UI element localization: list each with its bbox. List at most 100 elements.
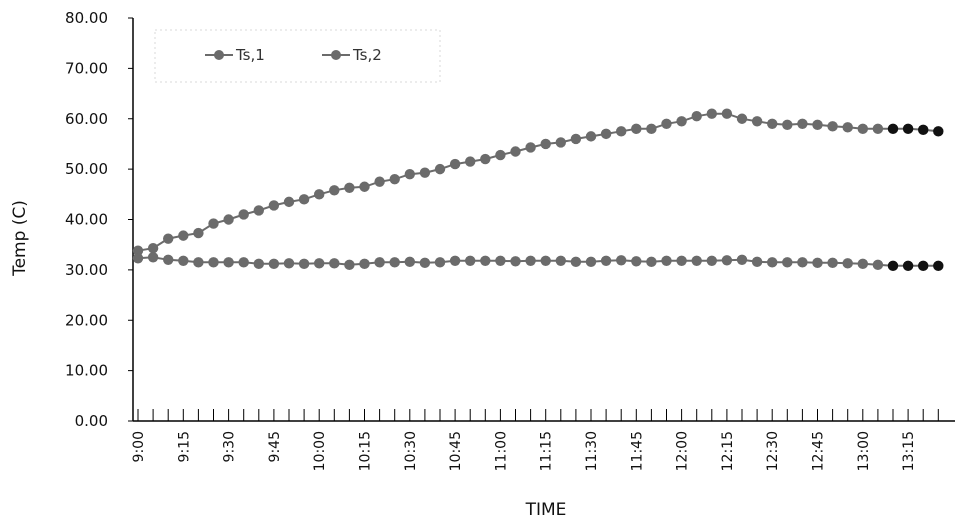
y-tick-label: 50.00 bbox=[65, 160, 108, 178]
series-1-point bbox=[646, 123, 657, 135]
series-1-point bbox=[465, 156, 476, 167]
series-2-point bbox=[782, 257, 793, 268]
series-1-point bbox=[797, 118, 808, 129]
series-1-point bbox=[208, 218, 219, 229]
series-2-point bbox=[268, 258, 280, 270]
series-2-point bbox=[600, 255, 612, 267]
series-2-point bbox=[359, 258, 370, 270]
series-2-point bbox=[178, 255, 189, 267]
series-2-point bbox=[132, 253, 144, 264]
x-tick-label: 10:45 bbox=[448, 431, 464, 471]
x-tick-label: 12:30 bbox=[765, 431, 781, 471]
series-1-point bbox=[283, 196, 295, 208]
series-1-point bbox=[570, 133, 582, 145]
y-tick-label: 30.00 bbox=[65, 261, 108, 279]
series-2-point bbox=[238, 257, 249, 268]
series-1-point bbox=[902, 123, 914, 135]
legend-ts1-label: Ts,1 bbox=[235, 46, 265, 64]
series-2-point bbox=[842, 258, 853, 269]
series-1-point bbox=[827, 121, 838, 132]
series-2-point bbox=[585, 256, 597, 268]
series-1-point bbox=[887, 123, 899, 135]
series-1-point bbox=[132, 245, 144, 256]
series-2-point bbox=[631, 256, 642, 267]
series-1-point bbox=[434, 163, 446, 175]
series-1-point bbox=[842, 122, 853, 133]
series-2-point bbox=[827, 257, 838, 269]
series-1-point bbox=[736, 113, 748, 124]
x-tick-label: 11:00 bbox=[493, 431, 509, 471]
x-tick-label: 9:45 bbox=[267, 431, 283, 462]
y-tick-label: 40.00 bbox=[65, 211, 108, 229]
series-1-point bbox=[631, 123, 642, 135]
series-2-point bbox=[223, 257, 234, 268]
series-2-point bbox=[616, 255, 627, 266]
series-1-point bbox=[178, 230, 189, 241]
series-2-point bbox=[208, 257, 219, 268]
series-2-point bbox=[253, 258, 264, 270]
series-1-point bbox=[585, 131, 597, 142]
series-line-1 bbox=[137, 112, 939, 252]
legend-box bbox=[154, 29, 441, 83]
series-2-point bbox=[314, 258, 325, 269]
x-tick-label: 9:00 bbox=[131, 431, 147, 462]
y-tick-label: 10.00 bbox=[65, 362, 108, 380]
x-tick-label: 11:45 bbox=[629, 431, 645, 471]
series-2-point bbox=[812, 257, 823, 269]
series-2-point bbox=[344, 259, 355, 271]
series-2-point bbox=[495, 255, 506, 267]
series-1-point bbox=[298, 194, 310, 205]
series-2-point bbox=[751, 256, 763, 268]
series-2-point bbox=[283, 258, 295, 269]
series-2-point bbox=[147, 252, 159, 263]
series-layer bbox=[132, 108, 944, 272]
series-1-point bbox=[344, 182, 355, 193]
series-1-point bbox=[449, 158, 461, 170]
series-1-point bbox=[600, 128, 612, 140]
series-1-point bbox=[767, 118, 778, 129]
y-tick-label: 70.00 bbox=[65, 59, 108, 77]
series-2-point bbox=[540, 255, 551, 267]
x-tick-label: 9:15 bbox=[176, 431, 192, 462]
y-axis-ticks: 0.00 10.00 20.00 30.00 40.00 50.00 60.00 70.00 8… bbox=[65, 9, 133, 430]
x-tick-label: 11:15 bbox=[539, 431, 555, 471]
series-1-point bbox=[676, 116, 687, 127]
x-tick-label: 10:15 bbox=[358, 431, 374, 471]
series-1-point bbox=[253, 205, 264, 216]
series-1-point bbox=[404, 168, 415, 180]
series-2-point bbox=[298, 258, 310, 270]
series-1-point bbox=[510, 146, 521, 157]
series-1-point bbox=[661, 118, 672, 129]
legend-ts2-marker bbox=[331, 50, 341, 60]
series-2-point bbox=[329, 258, 340, 269]
series-2-point bbox=[480, 255, 491, 267]
y-tick-label: 80.00 bbox=[65, 9, 108, 27]
series-2-point bbox=[404, 256, 415, 268]
series-1-point bbox=[495, 149, 506, 161]
series-2-point bbox=[661, 255, 672, 267]
x-axis-ticks: 9:00 9:15 9:30 9:45 10:00 10:15 10:30 10:45 11:0… bbox=[131, 409, 939, 471]
series-2-point bbox=[767, 257, 778, 268]
series-1-point bbox=[857, 123, 868, 135]
series-2-point bbox=[465, 255, 476, 267]
series-2-point bbox=[434, 257, 446, 268]
series-2-point bbox=[933, 260, 944, 272]
series-1-point bbox=[540, 138, 551, 150]
x-tick-label: 12:15 bbox=[720, 431, 736, 471]
series-1-point bbox=[314, 189, 325, 200]
y-axis-title: Temp (C) bbox=[10, 200, 30, 277]
series-2-point bbox=[736, 254, 748, 265]
series-2-point bbox=[887, 260, 899, 272]
series-1-point bbox=[751, 116, 763, 127]
series-2-point bbox=[193, 257, 204, 268]
series-1-point bbox=[480, 153, 491, 165]
series-1-point bbox=[782, 119, 793, 130]
series-2-point bbox=[857, 258, 868, 270]
series-1-point bbox=[812, 119, 823, 130]
x-axis-title: TIME bbox=[525, 500, 567, 520]
series-1-point bbox=[359, 181, 370, 192]
legend: Ts,1 Ts,2 bbox=[154, 29, 441, 83]
series-1-point bbox=[329, 185, 340, 196]
series-2-point bbox=[902, 260, 914, 272]
